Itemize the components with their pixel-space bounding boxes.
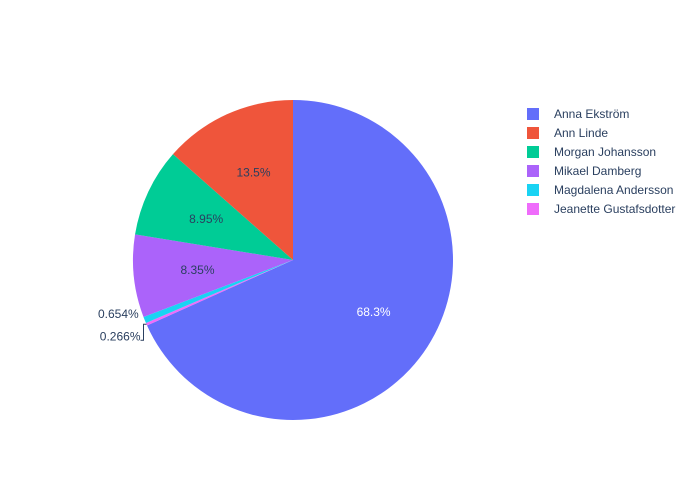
- connector-jeanette-gustafsdotter: [140, 323, 147, 341]
- pie-slice-mikael-damberg[interactable]: [133, 234, 293, 317]
- legend-item-anna-ekstrom[interactable]: Anna Ekström: [527, 107, 629, 121]
- pie-slice-morgan-johansson[interactable]: [135, 154, 293, 260]
- legend-label: Magdalena Andersson: [554, 183, 673, 197]
- legend-swatch: [527, 203, 539, 215]
- legend-label: Jeanette Gustafsdotter: [554, 202, 675, 216]
- legend-swatch: [527, 108, 539, 120]
- slice-label-anna-ekstrom: 68.3%: [357, 305, 391, 319]
- slice-labels: 68.3% 8.35% 8.95% 13.5% 0.654% 0.266%: [98, 166, 391, 344]
- slice-label-mikael-damberg: 8.35%: [180, 263, 214, 277]
- slice-label-morgan-johansson: 8.95%: [189, 212, 223, 226]
- legend-item-ann-linde[interactable]: Ann Linde: [527, 126, 608, 140]
- legend-item-jeanette-gustafsdotter[interactable]: Jeanette Gustafsdotter: [527, 202, 675, 216]
- label-connectors: [140, 323, 147, 341]
- legend-label: Anna Ekström: [554, 107, 629, 121]
- legend-label: Morgan Johansson: [554, 145, 656, 159]
- legend-item-morgan-johansson[interactable]: Morgan Johansson: [527, 145, 656, 159]
- legend-swatch: [527, 184, 539, 196]
- legend-label: Mikael Damberg: [554, 164, 641, 178]
- pie-slice-anna-ekstrom[interactable]: [147, 100, 454, 421]
- legend-swatch: [527, 165, 539, 177]
- legend-item-mikael-damberg[interactable]: Mikael Damberg: [527, 164, 641, 178]
- slice-label-jeanette-gustafsdotter: 0.266%: [100, 329, 141, 343]
- legend-item-magdalena-andersson[interactable]: Magdalena Andersson: [527, 183, 673, 197]
- slice-label-ann-linde: 13.5%: [236, 166, 270, 180]
- legend: Anna Ekström Ann Linde Morgan Johansson Mik…: [527, 107, 675, 216]
- legend-swatch: [527, 146, 539, 158]
- legend-swatch: [527, 127, 539, 139]
- slice-label-magdalena-andersson: 0.654%: [98, 307, 139, 321]
- legend-label: Ann Linde: [554, 126, 608, 140]
- pie-slice-ann-linde[interactable]: [173, 100, 293, 260]
- pie-slice-magdalena-andersson[interactable]: [143, 260, 293, 324]
- pie-slices: [133, 100, 454, 421]
- pie-slice-jeanette-gustafsdotter[interactable]: [145, 260, 293, 326]
